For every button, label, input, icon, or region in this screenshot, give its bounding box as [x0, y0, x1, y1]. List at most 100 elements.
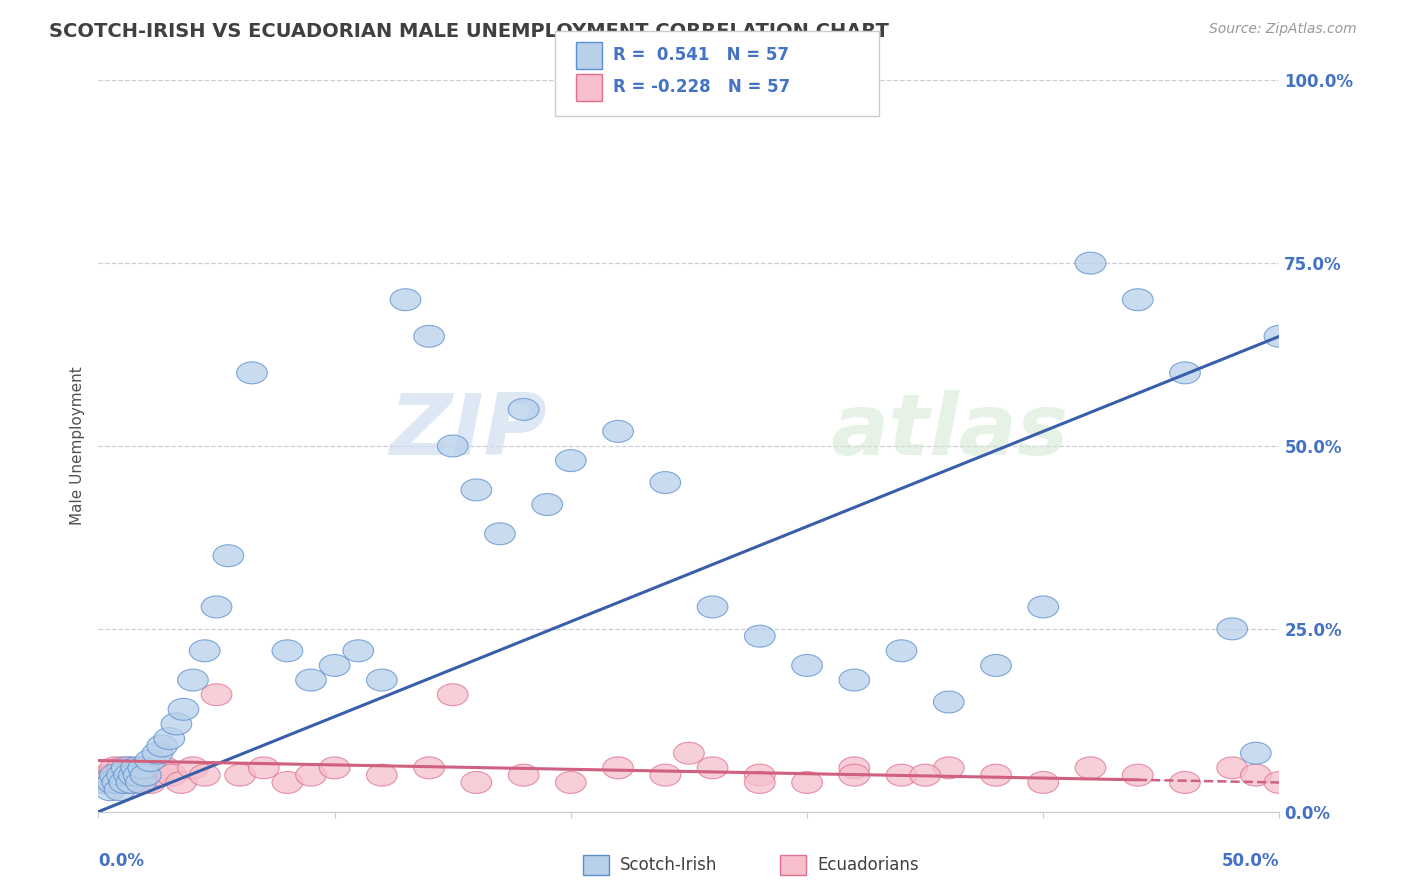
Ellipse shape: [125, 772, 156, 794]
Ellipse shape: [128, 756, 159, 779]
Ellipse shape: [389, 289, 420, 310]
Ellipse shape: [555, 772, 586, 794]
Text: 50.0%: 50.0%: [1222, 852, 1279, 870]
Ellipse shape: [673, 742, 704, 764]
Ellipse shape: [190, 640, 221, 662]
Ellipse shape: [1028, 596, 1059, 618]
Ellipse shape: [934, 691, 965, 713]
Ellipse shape: [100, 756, 131, 779]
Ellipse shape: [97, 772, 128, 794]
Ellipse shape: [744, 772, 775, 794]
Ellipse shape: [177, 669, 208, 691]
Ellipse shape: [555, 450, 586, 472]
Ellipse shape: [650, 764, 681, 786]
Ellipse shape: [111, 772, 142, 794]
Ellipse shape: [121, 756, 152, 779]
Ellipse shape: [1076, 756, 1107, 779]
Ellipse shape: [90, 772, 121, 794]
Ellipse shape: [1028, 772, 1059, 794]
Ellipse shape: [1122, 289, 1153, 310]
Ellipse shape: [153, 728, 184, 749]
Ellipse shape: [135, 772, 166, 794]
Text: R =  0.541   N = 57: R = 0.541 N = 57: [613, 46, 789, 64]
Ellipse shape: [1216, 756, 1247, 779]
Ellipse shape: [1076, 252, 1107, 274]
Ellipse shape: [104, 772, 135, 794]
Ellipse shape: [94, 772, 125, 794]
Ellipse shape: [1170, 772, 1201, 794]
Ellipse shape: [792, 772, 823, 794]
Ellipse shape: [236, 362, 267, 384]
Ellipse shape: [110, 764, 139, 786]
Ellipse shape: [910, 764, 941, 786]
Ellipse shape: [104, 779, 135, 801]
Ellipse shape: [97, 764, 128, 786]
Ellipse shape: [107, 764, 138, 786]
Text: 0.0%: 0.0%: [98, 852, 145, 870]
Ellipse shape: [177, 756, 208, 779]
Ellipse shape: [114, 764, 145, 786]
Ellipse shape: [367, 764, 398, 786]
Ellipse shape: [93, 764, 124, 786]
Ellipse shape: [343, 640, 374, 662]
Text: SCOTCH-IRISH VS ECUADORIAN MALE UNEMPLOYMENT CORRELATION CHART: SCOTCH-IRISH VS ECUADORIAN MALE UNEMPLOY…: [49, 22, 889, 41]
Ellipse shape: [531, 493, 562, 516]
Ellipse shape: [135, 749, 166, 772]
Ellipse shape: [107, 756, 138, 779]
Ellipse shape: [508, 399, 538, 420]
Ellipse shape: [111, 756, 142, 779]
Ellipse shape: [156, 764, 187, 786]
Ellipse shape: [295, 764, 326, 786]
Ellipse shape: [249, 756, 280, 779]
Ellipse shape: [839, 764, 870, 786]
Ellipse shape: [271, 640, 302, 662]
Ellipse shape: [114, 764, 145, 786]
Ellipse shape: [603, 756, 634, 779]
Ellipse shape: [295, 669, 326, 691]
Ellipse shape: [437, 683, 468, 706]
Ellipse shape: [142, 764, 173, 786]
Ellipse shape: [697, 596, 728, 618]
Ellipse shape: [103, 764, 132, 786]
Ellipse shape: [980, 655, 1011, 676]
Ellipse shape: [792, 655, 823, 676]
Ellipse shape: [1264, 326, 1295, 347]
Ellipse shape: [839, 669, 870, 691]
Text: ZIP: ZIP: [389, 390, 547, 473]
Ellipse shape: [90, 772, 121, 794]
Ellipse shape: [461, 772, 492, 794]
Y-axis label: Male Unemployment: Male Unemployment: [69, 367, 84, 525]
Ellipse shape: [367, 669, 398, 691]
Ellipse shape: [121, 772, 152, 794]
Ellipse shape: [319, 655, 350, 676]
Ellipse shape: [190, 764, 221, 786]
Ellipse shape: [1170, 362, 1201, 384]
Text: Scotch-Irish: Scotch-Irish: [620, 856, 717, 874]
Ellipse shape: [128, 756, 159, 779]
Ellipse shape: [142, 742, 173, 764]
Ellipse shape: [1264, 772, 1295, 794]
Ellipse shape: [212, 545, 243, 566]
Text: R = -0.228   N = 57: R = -0.228 N = 57: [613, 78, 790, 96]
Ellipse shape: [1240, 742, 1271, 764]
Ellipse shape: [744, 625, 775, 648]
Ellipse shape: [201, 683, 232, 706]
Text: atlas: atlas: [831, 390, 1069, 473]
Ellipse shape: [697, 756, 728, 779]
Ellipse shape: [169, 698, 198, 721]
Ellipse shape: [125, 772, 156, 794]
Ellipse shape: [271, 772, 302, 794]
Text: Source: ZipAtlas.com: Source: ZipAtlas.com: [1209, 22, 1357, 37]
Ellipse shape: [118, 764, 149, 786]
Ellipse shape: [437, 435, 468, 457]
Ellipse shape: [131, 764, 162, 786]
Ellipse shape: [485, 523, 516, 545]
Ellipse shape: [94, 779, 125, 801]
Ellipse shape: [461, 479, 492, 501]
Ellipse shape: [603, 420, 634, 442]
Ellipse shape: [886, 640, 917, 662]
Ellipse shape: [103, 772, 132, 794]
Ellipse shape: [744, 764, 775, 786]
Ellipse shape: [225, 764, 256, 786]
Ellipse shape: [162, 713, 191, 735]
